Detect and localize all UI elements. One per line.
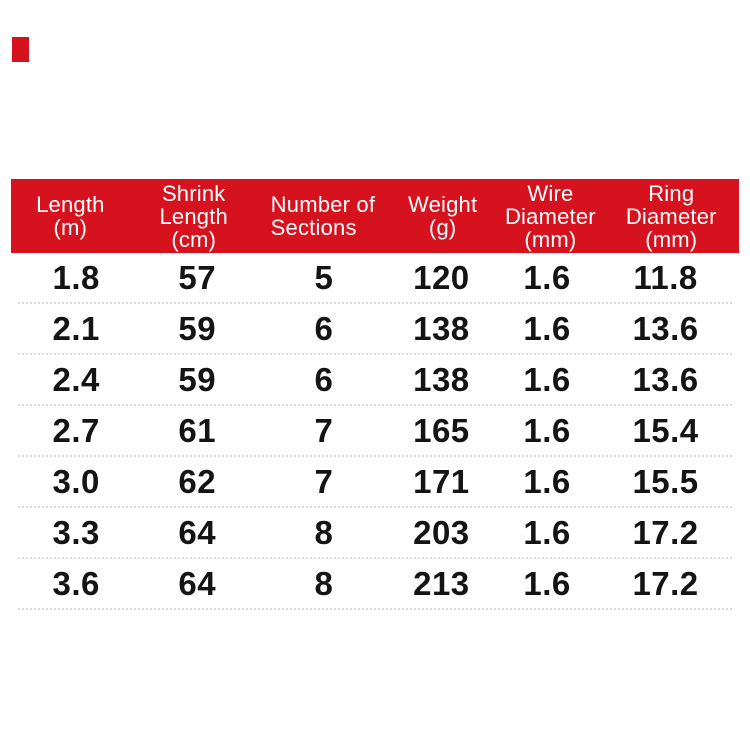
cell-weight: 203 [413,513,470,551]
header-line: (cm) [171,226,217,252]
cell-ring-diameter: 13.6 [632,360,699,398]
cell-sections: 8 [314,513,334,551]
cell-weight: 138 [413,360,470,398]
table-row: 3.0 62 7 171 1.6 15.5 [18,457,732,508]
table-row: 2.1 59 6 138 1.6 13.6 [18,304,732,355]
header-line: Ring [648,180,695,206]
cell-length: 2.4 [52,360,100,398]
header-line: Length [36,192,105,217]
cell-length: 1.8 [52,258,100,296]
header-line: Sections [270,215,357,240]
header-line: (mm) [524,226,577,252]
header-line: Wire [527,180,574,206]
cell-weight: 138 [413,309,470,347]
cell-ring-diameter: 11.8 [633,258,698,296]
spec-table: Length (m) Shrink Length (cm) Number of … [11,179,739,610]
cell-shrink-length: 64 [178,564,217,602]
header-cell-length: Length (m) [11,193,130,239]
header-cell-wire-diameter: Wire Diameter (mm) [497,182,603,251]
header-cell-number-of-sections: Number of Sections [258,193,388,239]
header-cell-ring-diameter: Ring Diameter (mm) [604,182,739,251]
table-header: Length (m) Shrink Length (cm) Number of … [11,179,739,253]
header-line: Number of [270,192,376,217]
cell-weight: 213 [413,564,470,602]
red-corner-mark [12,37,29,62]
cell-ring-diameter: 17.2 [632,513,699,551]
cell-sections: 6 [314,360,334,398]
cell-shrink-length: 62 [178,462,217,500]
header-line: Shrink [161,180,226,206]
cell-weight: 165 [413,411,470,449]
cell-wire-diameter: 1.6 [523,411,571,449]
table-row: 2.7 61 7 165 1.6 15.4 [18,406,732,457]
cell-shrink-length: 57 [178,258,217,296]
cell-sections: 5 [314,258,334,296]
cell-shrink-length: 59 [178,360,217,398]
cell-sections: 7 [314,462,334,500]
header-line: Length [159,203,228,229]
cell-ring-diameter: 17.2 [632,564,699,602]
cell-shrink-length: 64 [178,513,217,551]
cell-shrink-length: 61 [178,411,217,449]
cell-shrink-length: 59 [178,309,217,347]
table-row: 3.6 64 8 213 1.6 17.2 [18,559,732,610]
table-row: 1.8 57 5 120 1.6 11.8 [18,253,732,304]
table-row: 2.4 59 6 138 1.6 13.6 [18,355,732,406]
header-line: Weight [408,192,478,217]
header-line: Diameter [625,203,717,229]
header-line: (m) [53,215,88,240]
cell-length: 2.1 [52,309,100,347]
table-row: 3.3 64 8 203 1.6 17.2 [18,508,732,559]
cell-weight: 171 [413,462,470,500]
cell-wire-diameter: 1.6 [523,462,571,500]
cell-weight: 120 [413,258,470,296]
cell-length: 3.0 [52,462,100,500]
cell-wire-diameter: 1.6 [523,513,571,551]
cell-sections: 6 [314,309,334,347]
header-cell-weight: Weight (g) [388,193,497,239]
cell-wire-diameter: 1.6 [523,309,571,347]
cell-ring-diameter: 15.4 [632,411,699,449]
cell-sections: 7 [314,411,334,449]
cell-ring-diameter: 15.5 [632,462,699,500]
header-cell-shrink-length: Shrink Length (cm) [130,182,258,251]
cell-sections: 8 [314,564,334,602]
header-line: (mm) [645,226,698,252]
header-line: Diameter [504,203,596,229]
cell-wire-diameter: 1.6 [523,564,571,602]
cell-wire-diameter: 1.6 [523,258,571,296]
cell-length: 3.6 [52,564,100,602]
cell-length: 2.7 [52,411,100,449]
cell-length: 3.3 [52,513,100,551]
cell-ring-diameter: 13.6 [632,309,699,347]
table-body: 1.8 57 5 120 1.6 11.8 2.1 59 6 138 1.6 1… [11,253,739,610]
header-line: (g) [428,215,457,240]
cell-wire-diameter: 1.6 [523,360,571,398]
